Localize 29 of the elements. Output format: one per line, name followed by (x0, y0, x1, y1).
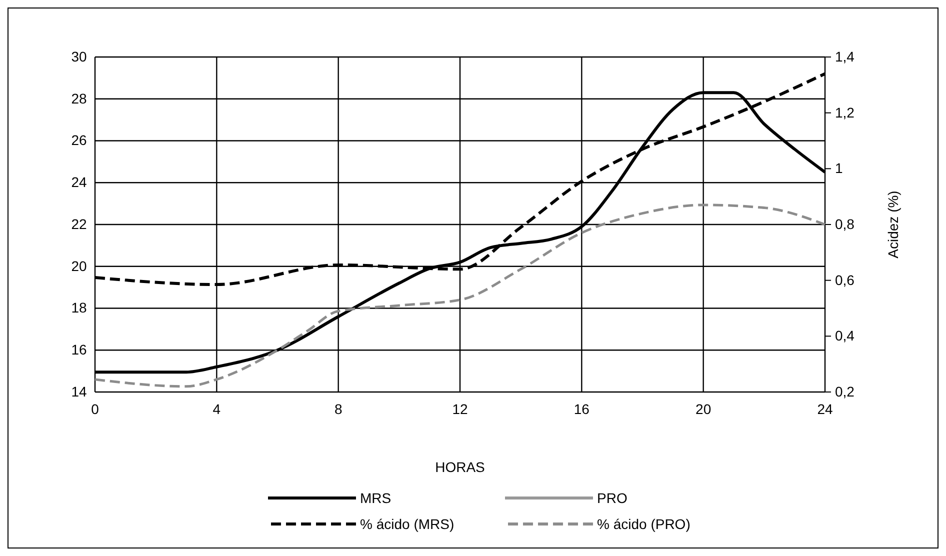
y2-tick-label: 1,2 (835, 104, 855, 120)
y-tick-label: 24 (71, 174, 87, 190)
x-axis-title: HORAS (435, 459, 485, 475)
x-tick-label: 8 (334, 400, 342, 417)
x-tick-label: 0 (91, 400, 100, 417)
y-tick-label: 22 (71, 216, 87, 232)
x-tick-label: 16 (574, 400, 590, 417)
y-tick-label: 30 (71, 48, 87, 64)
y2-axis-title: Acidez (%) (885, 190, 901, 258)
legend-label: MRS (360, 490, 392, 506)
x-tick-label: 4 (212, 400, 221, 417)
x-tick-label: 24 (817, 400, 833, 417)
legend-label: PRO (597, 490, 628, 506)
legend-label: % ácido (PRO) (597, 516, 690, 532)
y-tick-label: 26 (71, 132, 87, 148)
y-tick-label: 18 (71, 300, 87, 316)
x-tick-label: 20 (696, 400, 712, 417)
y2-tick-label: 0,2 (835, 383, 855, 400)
y2-tick-label: 1,4 (835, 48, 855, 64)
y2-tick-label: 0,8 (835, 216, 855, 232)
x-tick-label: 12 (452, 400, 468, 417)
y-tick-label: 20 (71, 258, 87, 274)
y-tick-label: 16 (71, 342, 87, 358)
y2-tick-label: 1 (835, 160, 843, 176)
y2-tick-label: 0,6 (835, 272, 855, 288)
y2-tick-label: 0,4 (835, 328, 855, 344)
y-tick-label: 28 (71, 90, 87, 106)
legend-label: % ácido (MRS) (360, 516, 454, 532)
y-tick-label: 14 (71, 383, 87, 400)
